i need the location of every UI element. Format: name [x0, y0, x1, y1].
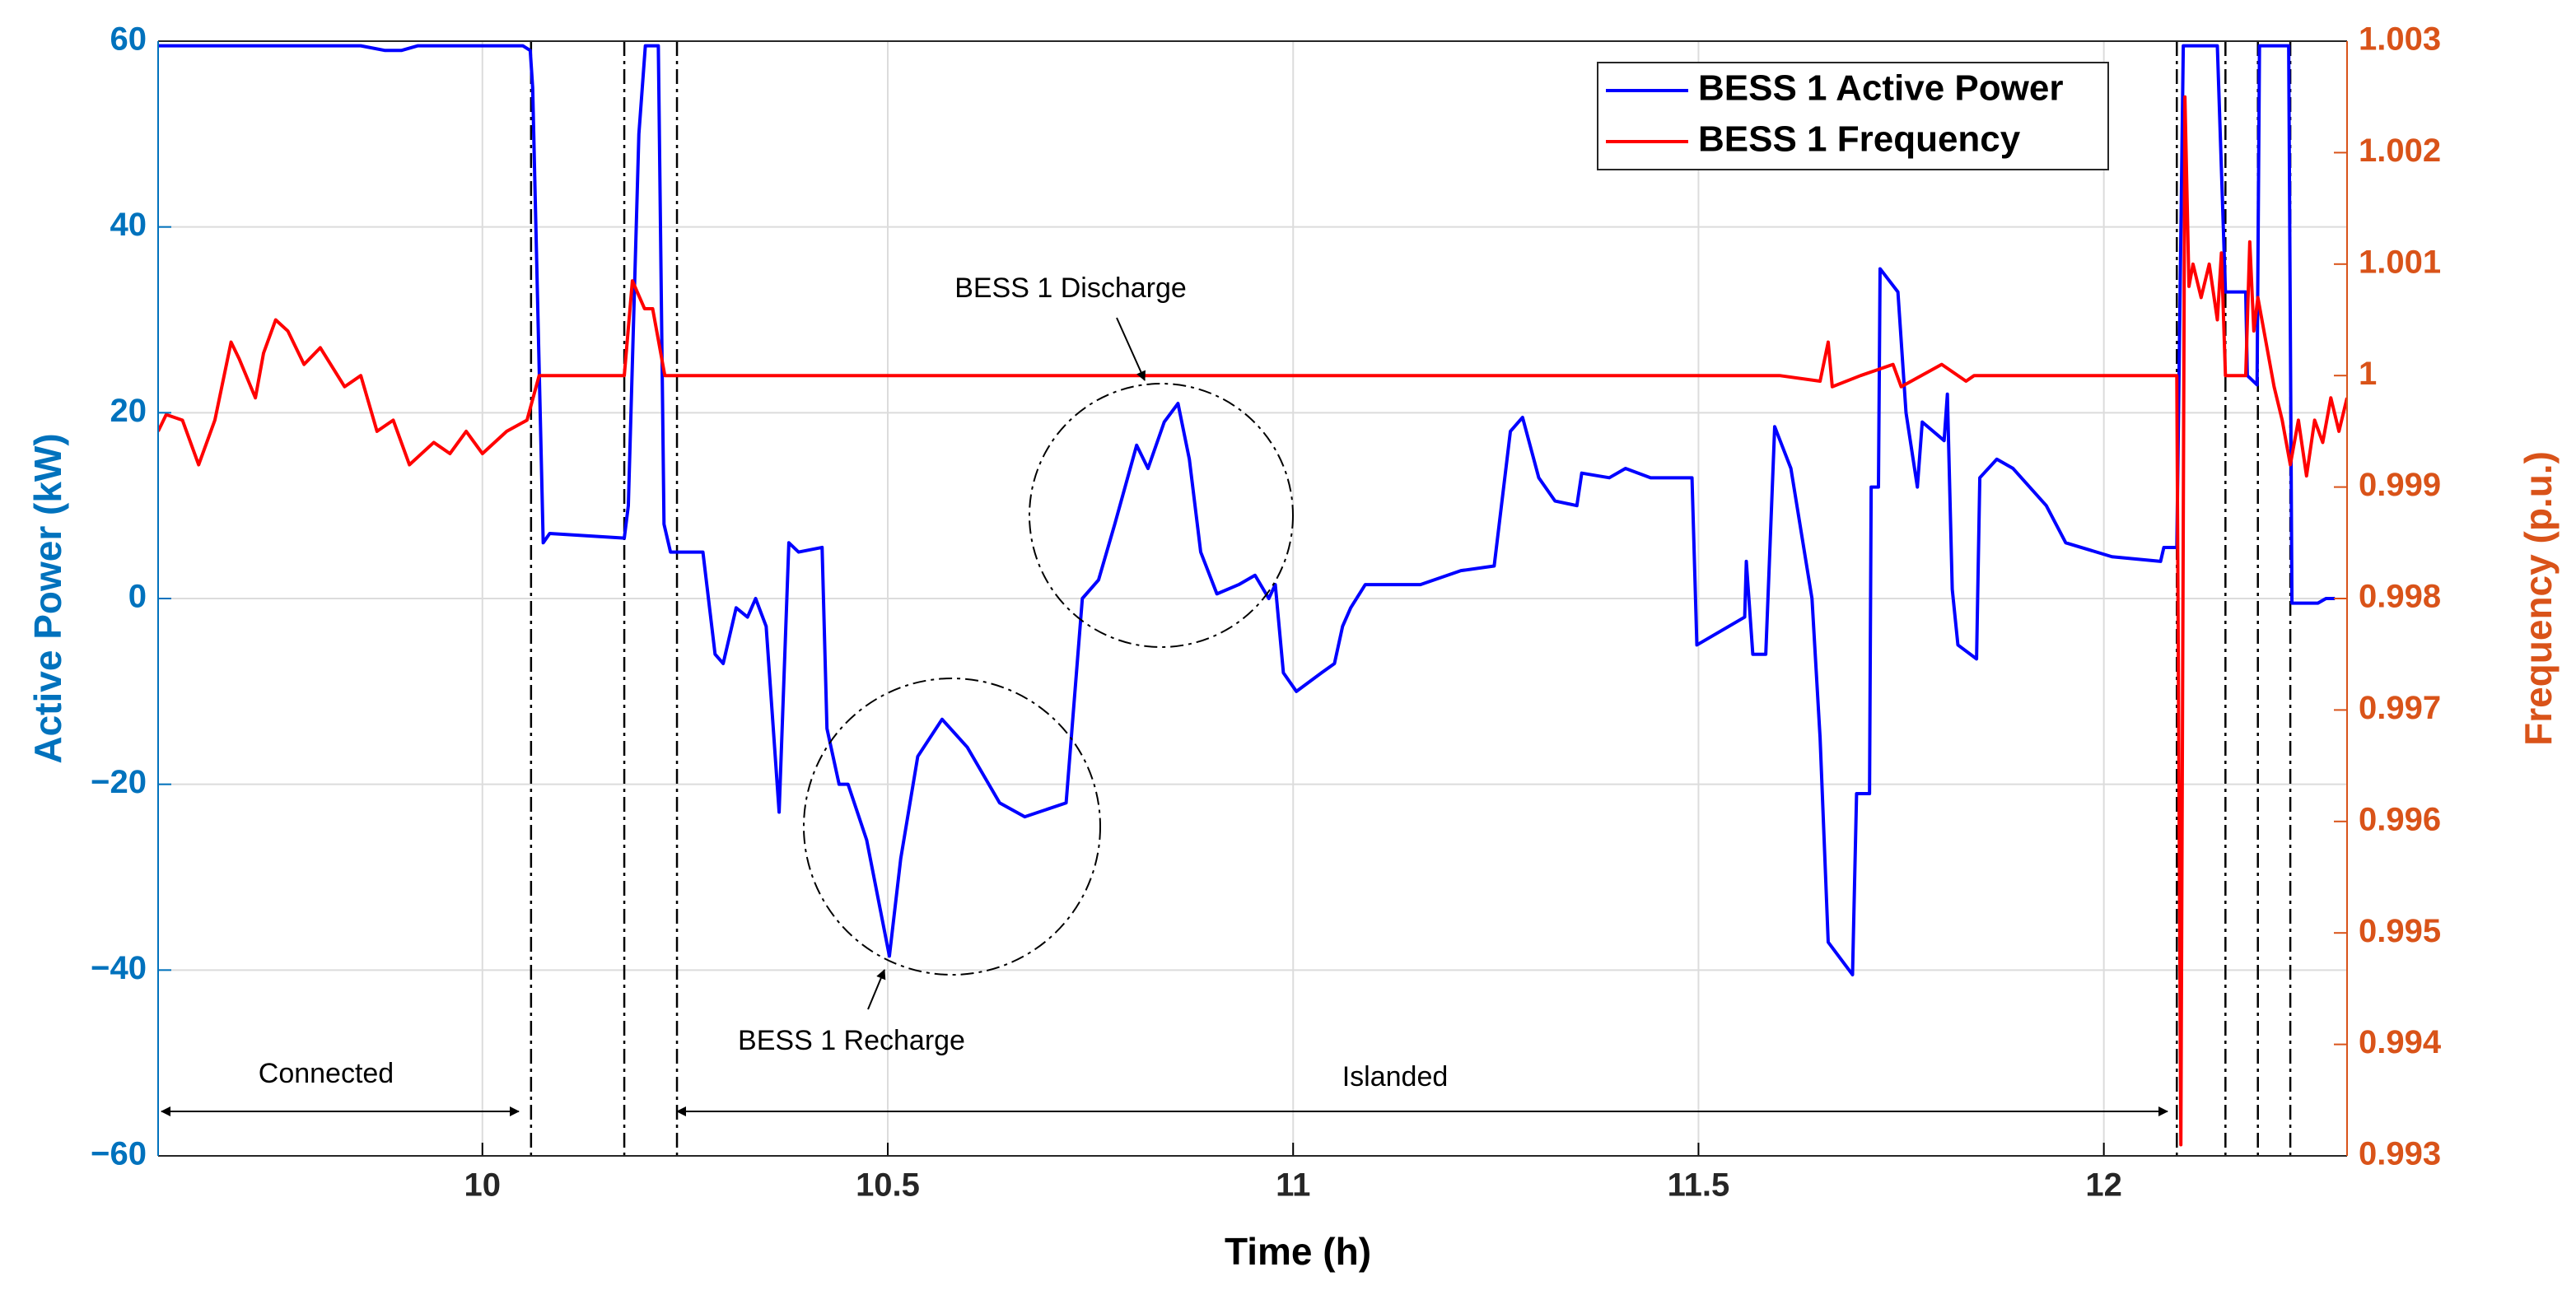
event-lines: [530, 41, 2292, 1156]
x-tick-label: 12: [2085, 1167, 2122, 1204]
y2-tick-label: 0.997: [2359, 690, 2441, 726]
y-tick-label: 60: [110, 21, 147, 58]
y2-tick-label: 1.001: [2359, 244, 2441, 280]
y-tick-label: −20: [91, 764, 147, 800]
x-tick-label: 11: [1276, 1167, 1310, 1204]
series-lines: [158, 44, 2347, 1147]
recharge-circle: [803, 678, 1101, 976]
y2-tick-label: 0.998: [2359, 579, 2441, 615]
recharge-label: BESS 1 Recharge: [738, 1025, 965, 1056]
y-tick-label: −60: [91, 1136, 147, 1172]
legend-label: BESS 1 Active Power: [1698, 68, 2063, 109]
series-line: [158, 44, 2336, 976]
recharge-arrow: [867, 969, 886, 1010]
axes: 10 10.5 11 11.5 12 −60 −40 −20 0 20 40 60 0.993 0.994…: [91, 21, 2442, 1204]
y2-axis-title: Frequency (p.u.): [2517, 451, 2560, 746]
grid: [158, 40, 2347, 1157]
y2-tick-label: 0.996: [2359, 801, 2441, 837]
y-axis-title: Active Power (kW): [26, 433, 69, 763]
y-tick-label: −40: [91, 950, 147, 986]
x-tick-label: 10: [464, 1167, 502, 1204]
y-tick-label: 20: [110, 393, 147, 429]
islanded-label: Islanded: [1342, 1061, 1449, 1092]
discharge-circle: [1029, 383, 1294, 648]
x-axis-title: Time (h): [1225, 1230, 1371, 1273]
y2-tick-label: 0.994: [2359, 1024, 2442, 1060]
y2-tick-label: 1: [2359, 356, 2377, 392]
y2-tick-label: 1.003: [2359, 21, 2441, 58]
x-tick-label: 10.5: [856, 1167, 920, 1204]
connected-label: Connected: [259, 1058, 394, 1089]
legend-label: BESS 1 Frequency: [1698, 119, 2021, 160]
y2-tick-label: 0.993: [2359, 1136, 2441, 1172]
y2-tick-label: 0.999: [2359, 467, 2441, 503]
discharge-label: BESS 1 Discharge: [954, 273, 1187, 304]
y2-tick-label: 0.995: [2359, 913, 2441, 949]
y2-tick-label: 1.002: [2359, 133, 2441, 169]
x-tick-label: 11.5: [1668, 1167, 1730, 1204]
legend: BESS 1 Active Power BESS 1 Frequency: [1597, 62, 2109, 170]
series-line: [158, 95, 2347, 1147]
legend-box: [1597, 62, 2109, 170]
y-tick-label: 0: [128, 579, 147, 615]
discharge-arrow: [1116, 317, 1146, 381]
y-tick-label: 40: [110, 207, 147, 243]
